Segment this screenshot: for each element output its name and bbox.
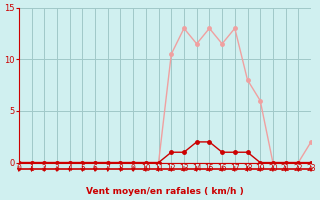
X-axis label: Vent moyen/en rafales ( km/h ): Vent moyen/en rafales ( km/h ) bbox=[86, 187, 244, 196]
